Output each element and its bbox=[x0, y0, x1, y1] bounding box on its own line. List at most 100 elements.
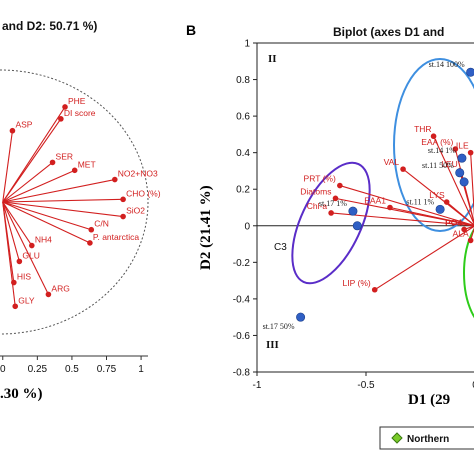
b-y-tick-label-7: -0.4 bbox=[233, 294, 251, 305]
legend-box: Northern bbox=[379, 426, 474, 450]
b-vector-tip-prt bbox=[337, 182, 343, 189]
site-label-0: st.14 100% bbox=[429, 60, 465, 69]
label-sio2: SiO2 bbox=[126, 206, 145, 216]
vector-arg bbox=[2, 201, 49, 295]
legend-diamond-marker bbox=[391, 432, 403, 444]
panel-a: and D2: 50.71 %) PHE DI score ASP SER MET NO2… bbox=[0, 19, 161, 402]
b-label-eaa1: EAA1 bbox=[364, 196, 386, 206]
vector-tip-cho bbox=[120, 196, 126, 203]
b-vector-tip-thr bbox=[430, 133, 437, 140]
b-vector-thr bbox=[433, 135, 474, 225]
site-point-7 bbox=[352, 221, 362, 231]
label-c-n: C/N bbox=[94, 219, 109, 229]
vector-di-score bbox=[2, 118, 62, 203]
vector-tip-met bbox=[71, 167, 78, 174]
label-p-antarctica: P. antarctica bbox=[93, 232, 139, 242]
b-label-lys: LYS bbox=[429, 190, 445, 200]
a-x-tick-label-2: 0.5 bbox=[65, 364, 79, 375]
label-phe: PHE bbox=[68, 96, 86, 106]
quadrant-label-ii: II bbox=[268, 53, 277, 65]
b-vector-ile bbox=[470, 152, 474, 219]
vector-tip-no2-no3 bbox=[112, 176, 118, 183]
vector-tip-nh4 bbox=[29, 242, 35, 249]
b-y-tick-label-6: -0.2 bbox=[233, 258, 251, 269]
a-x-tick-label-4: 1 bbox=[138, 364, 144, 375]
vector-tip-glu bbox=[16, 258, 23, 265]
vector-tip-ser bbox=[49, 159, 56, 166]
panel-b: B Biplot (axes D1 and II III 1 0.8 0.6 0.4 0… bbox=[186, 22, 474, 450]
vector-asp bbox=[2, 130, 13, 203]
panel-b-group-ellipses bbox=[291, 58, 474, 319]
b-y-tick-label-2: 0.6 bbox=[236, 112, 250, 123]
vector-p-antarctica bbox=[2, 201, 91, 244]
b-y-tick-label-5: 0 bbox=[244, 221, 250, 232]
b-label-ile: ILE bbox=[456, 141, 469, 151]
vector-tip-di-score bbox=[58, 116, 64, 122]
b-label-lip: LIP (%) bbox=[343, 278, 371, 288]
vector-tip-phe bbox=[62, 104, 68, 110]
b-vector-tip-ala bbox=[467, 237, 474, 244]
b-y-tick-label-0: 1 bbox=[244, 39, 250, 50]
b-vector-tip-diatoms bbox=[332, 195, 339, 202]
b-vector-lys bbox=[446, 201, 474, 226]
label-ser: SER bbox=[56, 151, 73, 161]
site-point-3 bbox=[459, 177, 469, 187]
b-label-val: VAL bbox=[384, 157, 400, 167]
label-cho: CHO (%) bbox=[126, 188, 161, 198]
site-label-2: st.11 50% bbox=[422, 161, 454, 170]
b-x-tick-label-2: 0 bbox=[472, 380, 474, 391]
legend-frame bbox=[379, 426, 474, 450]
b-label-chl-a: Chl-a bbox=[307, 201, 328, 211]
b-vector-eaa1 bbox=[389, 206, 474, 227]
site-label-1: st.14 1% bbox=[428, 146, 456, 155]
b-vector-tip-po4 bbox=[461, 226, 467, 233]
site-point-0 bbox=[466, 67, 474, 77]
vector-tip-gly bbox=[12, 303, 19, 310]
vector-no2-no3 bbox=[2, 179, 115, 203]
label-asp: ASP bbox=[15, 120, 32, 130]
b-label-diatoms: Diatoms bbox=[300, 186, 331, 196]
b-label-po4: PO4 bbox=[445, 217, 462, 227]
b-vector-tip-lys bbox=[443, 199, 450, 205]
vector-tip-arg bbox=[45, 291, 52, 298]
vector-gly bbox=[2, 201, 16, 307]
vector-phe bbox=[2, 106, 66, 203]
label-met: MET bbox=[78, 159, 96, 169]
vector-tip-sio2 bbox=[120, 213, 126, 220]
vector-cho bbox=[2, 198, 124, 203]
b-x-tick-label-1: -0.5 bbox=[357, 380, 375, 391]
panel-b-y-axis-label: D2 (21.41 %) bbox=[198, 185, 214, 270]
panel-a-title: and D2: 50.71 %) bbox=[2, 19, 97, 33]
b-label-prt: PRT (%) bbox=[304, 174, 336, 184]
legend-entry-northern: Northern bbox=[407, 434, 449, 445]
vector-nh4 bbox=[2, 201, 33, 246]
b-y-tick-label-3: 0.4 bbox=[236, 148, 250, 159]
site-point-4 bbox=[435, 204, 445, 214]
vector-glu bbox=[2, 201, 20, 262]
label-arg: ARG bbox=[51, 283, 69, 293]
vector-tip-asp bbox=[9, 127, 16, 134]
correlation-circle bbox=[0, 69, 149, 335]
vector-met bbox=[2, 169, 75, 203]
site-point-6 bbox=[348, 206, 358, 216]
label-his: HIS bbox=[17, 272, 32, 282]
group-c1-ellipse bbox=[393, 58, 474, 232]
b-vector-tip-eaa bbox=[452, 146, 459, 152]
b-y-tick-label-4: 0.2 bbox=[236, 185, 250, 196]
vector-c-n bbox=[2, 201, 92, 231]
panel-b-frame bbox=[256, 42, 474, 373]
b-y-tick-label-8: -0.6 bbox=[233, 331, 251, 342]
panel-b-x-ticks: -1 -0.5 0 bbox=[253, 372, 474, 391]
b-label-eaa: EAA (%) bbox=[421, 137, 453, 147]
panel-a-variable-vectors: PHE DI score ASP SER MET NO2+NO3 CHO (%) SiO2 C/… bbox=[2, 96, 161, 310]
panel-b-x-axis-label: D1 (29 bbox=[408, 392, 450, 408]
b-vector-chl-a bbox=[331, 212, 474, 227]
site-point-5 bbox=[296, 312, 306, 322]
panel-b-letter: B bbox=[186, 22, 196, 38]
site-point-1 bbox=[457, 153, 467, 163]
label-gly: GLY bbox=[18, 295, 35, 305]
panel-b-title: Biplot (axes D1 and bbox=[333, 25, 444, 39]
b-label-ala: ALA bbox=[453, 228, 469, 238]
b-vector-tip-chl-a bbox=[328, 210, 334, 216]
